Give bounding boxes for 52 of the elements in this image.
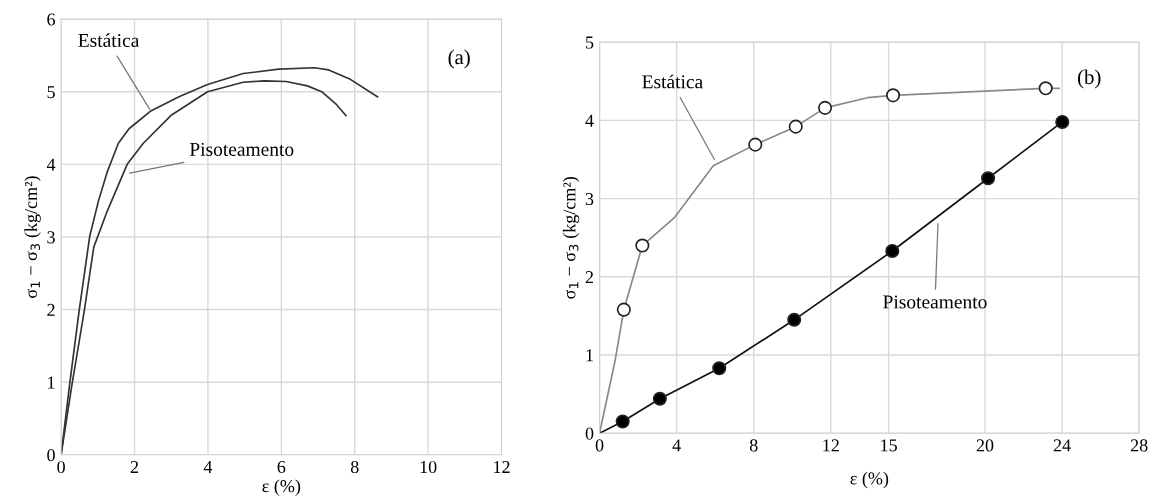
point [1055,114,1070,129]
y-tick-label: 0 [47,449,55,462]
annotation: Estática [78,33,140,47]
annotation: Pisoteamento [189,142,294,156]
x-axis-title: ε (%) [850,471,889,489]
y-tick-label: 1 [586,349,593,362]
point [817,100,833,115]
x-tick-label: 6 [277,460,286,474]
y-axis-title: σ$_{1}$ − σ$_{3}$ (kg/cm²) [24,176,41,298]
y-tick-label: 2 [47,303,55,316]
annotation: (a) [448,49,470,69]
x-axis-title: ε (%) [262,479,301,496]
point [652,391,667,406]
x-tick-label: 28 [1130,439,1148,452]
y-tick-label: 4 [585,114,594,127]
y-axis-title: σ$_{1}$ − σ$_{3}$ (kg/cm²) [562,176,580,299]
x-tick-label: 8 [749,439,758,452]
annotation: Estática [642,74,703,89]
x-tick-label: 24 [1053,439,1071,452]
x-tick-label: 15 [881,439,897,452]
x-tick-label: 4 [672,439,681,452]
point [885,243,900,259]
x-tick-label: 20 [976,439,994,452]
point [788,119,803,134]
y-tick-label: 2 [585,271,594,284]
y-tick-label: 5 [586,36,594,49]
annotation: (b) [1078,69,1101,89]
point [615,414,630,429]
point [981,171,996,186]
point [748,137,763,152]
point [616,302,631,317]
x-tick-label: 12 [823,439,839,452]
point [1038,81,1053,96]
x-tick-label: 0 [595,439,604,452]
x-tick-label: 10 [420,460,437,474]
y-tick-label: 6 [47,13,56,26]
y-tick-label: 5 [47,86,55,99]
x-tick-label: 4 [203,461,213,473]
x-tick-label: 2 [130,460,139,473]
x-tick-label: 8 [350,460,359,474]
x-tick-label: 0 [57,460,65,474]
y-tick-label: 3 [585,192,594,206]
point [886,88,901,103]
annotation: Pisoteamento [883,295,987,309]
y-tick-label: 3 [47,231,55,244]
x-tick-label: 12 [494,460,510,473]
point [635,238,650,253]
point [787,312,802,327]
y-tick-label: 1 [48,376,55,389]
point [712,361,727,376]
y-tick-label: 0 [585,427,594,440]
y-tick-label: 4 [46,158,56,171]
